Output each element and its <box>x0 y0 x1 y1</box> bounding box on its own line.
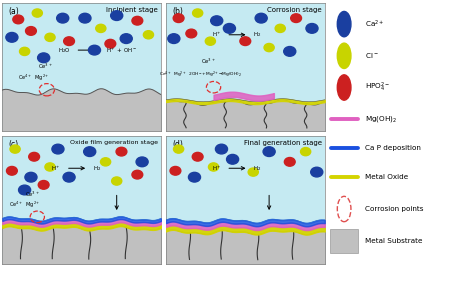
Circle shape <box>26 27 36 35</box>
Text: Ce$^{4+}$  Mg$^{2+}$: Ce$^{4+}$ Mg$^{2+}$ <box>18 72 50 83</box>
Circle shape <box>205 37 216 45</box>
Circle shape <box>18 185 31 195</box>
Circle shape <box>255 13 267 23</box>
Text: H$^+$: H$^+$ <box>51 164 61 173</box>
Text: Mg(OH)$_2$: Mg(OH)$_2$ <box>365 114 398 124</box>
Text: H$_2$: H$_2$ <box>253 30 262 39</box>
Text: H$^+$: H$^+$ <box>212 164 221 173</box>
Bar <box>330 229 358 253</box>
Circle shape <box>32 9 42 17</box>
Text: H$_2$O: H$_2$O <box>58 46 71 55</box>
Circle shape <box>79 13 91 23</box>
Circle shape <box>84 147 96 157</box>
Text: H$^+$: H$^+$ <box>212 30 221 39</box>
Text: HPO$_4^{2-}$: HPO$_4^{2-}$ <box>365 81 391 94</box>
Circle shape <box>29 152 39 161</box>
Circle shape <box>291 14 301 22</box>
Circle shape <box>173 14 184 22</box>
Text: Ce$^{4+}$  Mg$^{2+}$: Ce$^{4+}$ Mg$^{2+}$ <box>9 200 40 210</box>
Text: Metal Oxide: Metal Oxide <box>365 174 409 180</box>
Circle shape <box>57 13 69 23</box>
Text: Corrosion points: Corrosion points <box>365 206 424 212</box>
Circle shape <box>100 158 110 166</box>
Text: Metal Substrate: Metal Substrate <box>365 238 423 244</box>
Text: Final generation stage: Final generation stage <box>244 140 321 146</box>
Circle shape <box>38 180 49 189</box>
Circle shape <box>6 33 18 42</box>
Circle shape <box>64 37 74 46</box>
Circle shape <box>168 34 180 44</box>
Circle shape <box>306 24 318 33</box>
Circle shape <box>19 47 30 55</box>
Circle shape <box>132 16 143 25</box>
Text: H$^+$ + OH$^-$: H$^+$ + OH$^-$ <box>106 46 137 55</box>
Circle shape <box>192 9 203 17</box>
Text: Ca P deposition: Ca P deposition <box>365 145 421 151</box>
Text: Ce$^{3+}$: Ce$^{3+}$ <box>201 57 216 66</box>
Circle shape <box>264 44 274 52</box>
Circle shape <box>63 172 75 182</box>
Circle shape <box>132 170 143 179</box>
Circle shape <box>136 157 148 167</box>
Circle shape <box>37 53 50 63</box>
Text: Incipient stage: Incipient stage <box>106 7 158 13</box>
Circle shape <box>275 24 285 33</box>
Text: Cl$^-$: Cl$^-$ <box>365 51 379 60</box>
Text: Oxide film generation stage: Oxide film generation stage <box>70 140 158 145</box>
Circle shape <box>45 163 55 171</box>
Text: Ce$^{3+}$: Ce$^{3+}$ <box>25 189 40 199</box>
Circle shape <box>7 166 17 175</box>
Text: (a): (a) <box>9 7 19 16</box>
Circle shape <box>311 167 323 177</box>
Text: H$_2$: H$_2$ <box>93 164 101 173</box>
Text: (c): (c) <box>9 140 19 149</box>
Circle shape <box>284 47 296 56</box>
Circle shape <box>284 158 295 166</box>
Text: Corrosion stage: Corrosion stage <box>267 7 321 13</box>
Circle shape <box>143 31 154 39</box>
Circle shape <box>110 11 123 21</box>
Circle shape <box>116 147 127 156</box>
Circle shape <box>209 163 219 171</box>
Circle shape <box>105 39 116 48</box>
Text: Ce$^{3+}$: Ce$^{3+}$ <box>38 62 53 71</box>
Circle shape <box>186 29 197 38</box>
Text: Ce$^{4+}$  Mg$^{2+}$  2OH$^-$+Mg$^{2+}$→Mg(OH)$_2$: Ce$^{4+}$ Mg$^{2+}$ 2OH$^-$+Mg$^{2+}$→Mg… <box>159 69 242 80</box>
Circle shape <box>192 152 203 161</box>
Circle shape <box>337 75 351 100</box>
Circle shape <box>223 24 236 33</box>
Text: (d): (d) <box>172 140 183 149</box>
Circle shape <box>52 144 64 154</box>
Circle shape <box>120 34 132 44</box>
Text: Ca$^{2+}$: Ca$^{2+}$ <box>365 19 385 30</box>
Circle shape <box>10 145 20 153</box>
Circle shape <box>227 155 238 164</box>
Circle shape <box>240 37 251 46</box>
Circle shape <box>25 172 37 182</box>
Circle shape <box>96 24 106 33</box>
Circle shape <box>173 145 184 153</box>
Circle shape <box>216 144 228 154</box>
Circle shape <box>13 15 24 24</box>
Circle shape <box>210 16 223 26</box>
Circle shape <box>263 147 275 157</box>
Circle shape <box>337 43 351 69</box>
Circle shape <box>301 148 311 156</box>
Circle shape <box>111 177 122 185</box>
Text: (b): (b) <box>172 7 183 16</box>
Circle shape <box>248 168 258 176</box>
Circle shape <box>45 33 55 41</box>
Circle shape <box>170 166 181 175</box>
Circle shape <box>337 12 351 37</box>
Circle shape <box>89 45 100 55</box>
Circle shape <box>189 172 201 182</box>
Text: H$_2$: H$_2$ <box>253 164 262 173</box>
